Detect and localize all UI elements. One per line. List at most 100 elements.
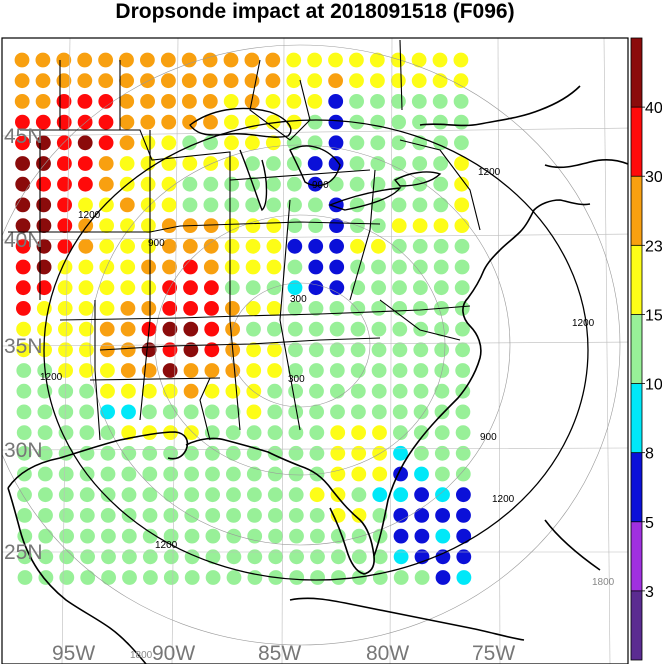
impact-dot — [456, 528, 472, 544]
impact-dot — [122, 570, 137, 585]
impact-dot — [163, 466, 179, 482]
impact-dot — [266, 156, 281, 171]
impact-dot — [140, 73, 155, 89]
impact-dot — [412, 156, 428, 171]
impact-dot — [57, 301, 73, 316]
impact-dot — [371, 404, 387, 420]
impact-dot — [78, 301, 94, 316]
impact-dot — [287, 176, 302, 192]
impact-dot — [140, 114, 156, 130]
impact-dot — [412, 238, 428, 254]
impact-dot — [142, 466, 158, 482]
impact-dot — [38, 508, 53, 523]
impact-dot — [79, 425, 95, 440]
impact-dot — [245, 238, 261, 254]
impact-dot — [351, 445, 367, 461]
impact-dot — [182, 176, 198, 192]
impact-dot — [245, 259, 261, 275]
impact-dot — [433, 238, 449, 254]
impact-dot — [328, 176, 344, 192]
impact-dot — [329, 363, 345, 378]
impact-dot — [205, 487, 221, 503]
impact-dot — [98, 94, 114, 109]
impact-dot — [329, 280, 345, 296]
impact-dot — [266, 259, 282, 275]
impact-dot — [309, 508, 325, 523]
impact-dot — [204, 301, 219, 316]
impact-dot — [99, 301, 115, 316]
impact-dot — [204, 363, 220, 378]
impact-dot — [99, 321, 115, 337]
impact-dot — [101, 570, 116, 585]
impact-dot — [265, 94, 281, 109]
impact-dot — [16, 321, 31, 337]
impact-dot — [205, 466, 220, 482]
impact-dot — [161, 176, 177, 192]
impact-dot — [288, 445, 304, 461]
impact-dot — [350, 342, 366, 358]
impact-dot — [205, 570, 221, 585]
impact-dot — [14, 52, 30, 68]
impact-dot — [99, 238, 115, 254]
impact-dot — [182, 238, 198, 254]
impact-dot — [204, 321, 220, 337]
impact-dot — [287, 280, 303, 296]
impact-dot — [224, 238, 240, 254]
impact-dot — [288, 342, 303, 358]
impact-dot — [98, 114, 114, 130]
impact-dot — [413, 321, 429, 337]
impact-dot — [435, 466, 450, 482]
impact-dot — [370, 156, 386, 171]
impact-dot — [77, 156, 93, 171]
impact-dot — [17, 570, 33, 585]
impact-dot — [328, 135, 344, 151]
impact-dot — [349, 73, 364, 89]
impact-dot — [77, 73, 93, 89]
impact-dot — [309, 383, 324, 399]
impact-dot — [433, 218, 449, 234]
impact-dot — [79, 508, 95, 523]
impact-dot — [454, 280, 470, 296]
lat-label-35n: 35N — [4, 335, 43, 358]
impact-dot — [287, 197, 302, 213]
impact-dot — [98, 135, 114, 151]
impact-dot — [372, 445, 387, 461]
impact-dot — [120, 342, 136, 358]
impact-dot — [15, 156, 30, 171]
impact-dot — [309, 404, 324, 420]
impact-dot — [99, 280, 115, 296]
impact-dot — [161, 197, 177, 213]
impact-dot — [288, 404, 304, 420]
impact-dot — [392, 259, 407, 275]
impact-dot — [77, 94, 93, 109]
impact-dot — [140, 94, 156, 109]
impact-dot — [246, 342, 261, 358]
impact-dot — [349, 156, 365, 171]
impact-dot — [286, 73, 302, 89]
impact-dot — [182, 197, 198, 213]
impact-dot — [77, 52, 93, 68]
lon-label-80w: 80W — [366, 642, 409, 664]
impact-dot — [371, 383, 387, 399]
impact-dot — [119, 197, 135, 213]
impact-dot — [371, 363, 387, 378]
impact-dot — [310, 549, 325, 565]
impact-dot — [57, 218, 73, 234]
impact-dot — [121, 425, 137, 440]
impact-dot — [371, 321, 387, 337]
colorbar-bin — [631, 107, 642, 177]
impact-dot — [99, 197, 114, 213]
impact-dot — [101, 528, 116, 544]
impact-dot — [350, 238, 365, 254]
impact-dot — [411, 94, 427, 109]
lat-label-45n: 45N — [4, 125, 43, 148]
impact-dot — [78, 176, 93, 192]
impact-dot — [58, 466, 74, 482]
impact-dot — [16, 301, 31, 316]
impact-dot — [120, 383, 136, 399]
impact-dot — [392, 342, 408, 358]
impact-dot — [100, 508, 116, 523]
impact-dot — [183, 383, 199, 399]
impact-dot — [80, 528, 95, 544]
